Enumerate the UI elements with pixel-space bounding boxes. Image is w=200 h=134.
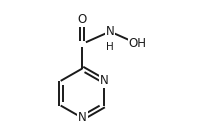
- Text: N: N: [106, 25, 114, 38]
- Text: O: O: [78, 13, 87, 26]
- Text: OH: OH: [129, 37, 147, 50]
- Text: H: H: [106, 42, 114, 52]
- Text: N: N: [99, 74, 108, 87]
- Text: N: N: [78, 111, 87, 124]
